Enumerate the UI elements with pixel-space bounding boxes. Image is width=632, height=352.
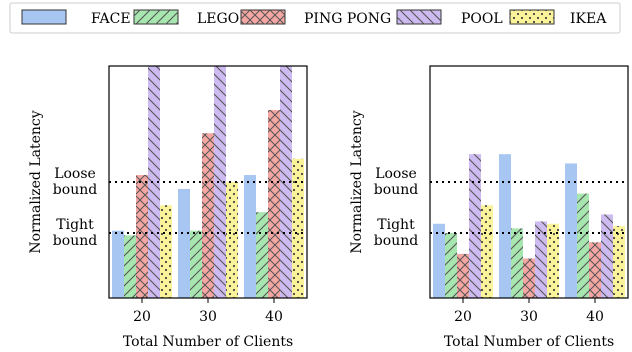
- right-chart-bar-face-30: [499, 154, 511, 298]
- left-chart-bar-lego-40-pattern: [256, 212, 268, 298]
- legend-swatch-ikea-pattern: [510, 10, 554, 24]
- right-chart-x-tick-label-30: 30: [520, 309, 538, 325]
- legend-label-ikea: IKEA: [570, 11, 607, 27]
- legend-label-ping-pong: PING PONG: [304, 11, 391, 27]
- left-chart-x-axis-title: Total Number of Clients: [123, 334, 293, 350]
- left-chart-bar-pool-30-pattern: [214, 66, 226, 298]
- legend-item-pool: POOL: [396, 9, 503, 27]
- right-chart-bar-lego-20-pattern: [445, 233, 457, 298]
- left-chart-bars: [112, 66, 304, 298]
- legend-label-lego: LEGO: [197, 11, 239, 27]
- left-chart-x-tick-label-40: 40: [265, 309, 283, 325]
- right-chart-bar-pool-40-pattern: [601, 214, 613, 298]
- left-chart-bar-lego-20-pattern: [124, 235, 136, 298]
- right-chart-tight-label-line2: bound: [374, 233, 418, 249]
- left-chart-bar-ping-pong-30-pattern: [202, 133, 214, 298]
- right-chart-tight-label-line1: Tight: [377, 217, 415, 233]
- right-chart: Loose bound Tight bound 20 30 40 Total Num…: [349, 65, 629, 350]
- left-chart-y-axis-title: Normalized Latency: [28, 110, 44, 253]
- right-chart-x-tick-label-20: 20: [454, 309, 472, 325]
- left-chart-bar-pool-20-pattern: [148, 66, 160, 298]
- left-chart-bar-face-30: [178, 188, 190, 298]
- left-chart-loose-label-line2: bound: [53, 182, 97, 198]
- legend-item-ikea: IKEA: [509, 9, 607, 27]
- left-chart-bar-ping-pong-40-pattern: [268, 110, 280, 298]
- right-chart-x-ticks: 20 30 40: [454, 298, 604, 325]
- right-chart-bar-ikea-30-pattern: [547, 223, 559, 298]
- legend-item-face: FACE: [21, 9, 131, 27]
- right-chart-bar-ikea-40-pattern: [613, 226, 625, 298]
- right-chart-x-tick-label-40: 40: [586, 309, 604, 325]
- right-chart-loose-label-line1: Loose: [375, 166, 417, 182]
- right-chart-bar-ping-pong-20-pattern: [457, 253, 469, 298]
- left-chart-bar-lego-30-pattern: [190, 230, 202, 298]
- legend-swatch-lego-pattern: [134, 10, 178, 24]
- legend-swatch-face: [21, 9, 67, 25]
- right-chart-bar-pool-20-pattern: [469, 154, 481, 298]
- right-chart-bar-ping-pong-30-pattern: [523, 258, 535, 298]
- left-chart-tight-label-line2: bound: [53, 233, 97, 249]
- left-chart: Loose bound Tight bound 20 30 40 Total Num…: [28, 65, 308, 350]
- left-chart-bar-ikea-40-pattern: [292, 158, 304, 298]
- right-chart-bar-pool-30-pattern: [535, 221, 547, 298]
- right-chart-bar-face-40: [565, 163, 577, 298]
- legend-swatch-pool-pattern: [397, 10, 441, 24]
- right-chart-bar-lego-30-pattern: [511, 228, 523, 298]
- left-chart-x-ticks: 20 30 40: [133, 298, 283, 325]
- legend-label-pool: POOL: [461, 11, 503, 27]
- left-chart-loose-label-line1: Loose: [54, 166, 96, 182]
- legend-item-ping-pong: PING PONG: [240, 9, 391, 27]
- legend-swatch-ping-pong-pattern: [241, 10, 285, 24]
- left-chart-bar-face-20: [112, 230, 124, 298]
- left-chart-x-tick-label-30: 30: [199, 309, 217, 325]
- left-chart-bar-pool-40-pattern: [280, 66, 292, 298]
- right-chart-bar-face-20: [433, 223, 445, 298]
- right-chart-y-axis-title: Normalized Latency: [349, 110, 365, 253]
- right-chart-loose-label-line2: bound: [374, 182, 418, 198]
- right-chart-bar-ikea-20-pattern: [481, 205, 493, 298]
- legend: FACE LEGO PING PONG POOL IKEA: [9, 2, 621, 34]
- right-chart-bars: [433, 154, 625, 298]
- right-chart-bar-lego-40-pattern: [577, 193, 589, 298]
- left-chart-bar-ikea-30-pattern: [226, 182, 238, 298]
- left-chart-bar-ikea-20-pattern: [160, 205, 172, 298]
- left-chart-tight-label-line1: Tight: [56, 217, 94, 233]
- right-chart-bar-ping-pong-40-pattern: [589, 242, 601, 298]
- legend-label-face: FACE: [91, 11, 131, 27]
- left-chart-bar-face-40: [244, 175, 256, 298]
- left-chart-x-tick-label-20: 20: [133, 309, 151, 325]
- legend-item-lego: LEGO: [133, 9, 239, 27]
- right-chart-x-axis-title: Total Number of Clients: [444, 334, 614, 350]
- left-chart-bar-ping-pong-20-pattern: [136, 175, 148, 298]
